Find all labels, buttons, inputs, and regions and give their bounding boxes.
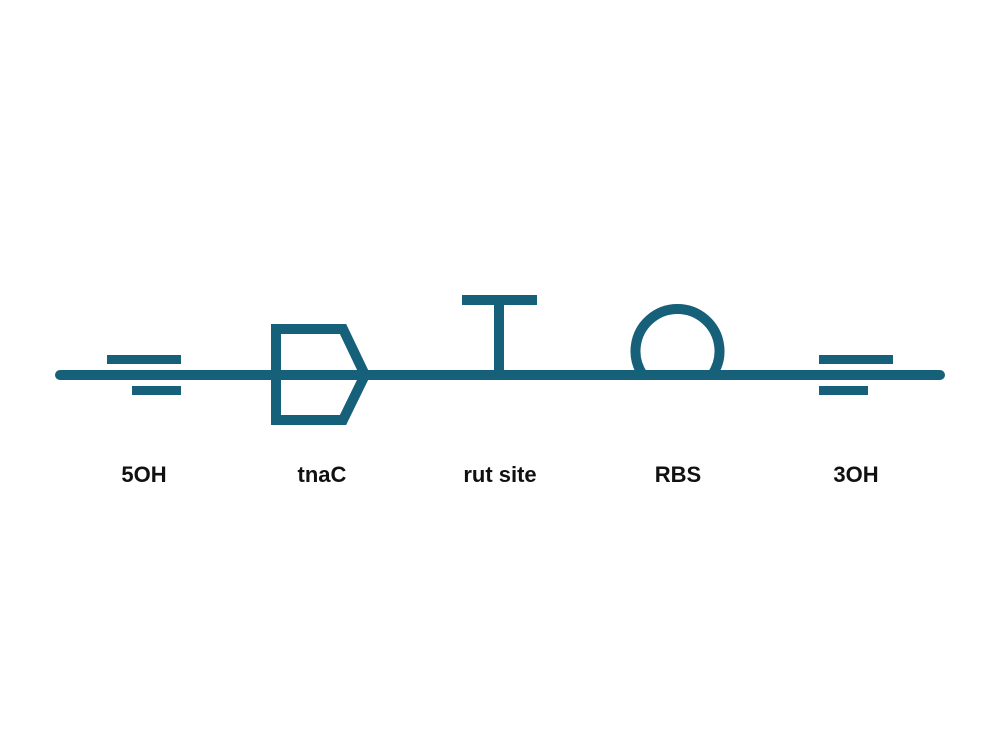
protein-binding-site-icon (462, 295, 537, 375)
overhang-3prime-icon (819, 355, 893, 395)
part-label-5oh: 5OH (121, 462, 166, 487)
part-label-tnac: tnaC (298, 462, 347, 487)
part-label-rbs: RBS (655, 462, 701, 487)
cds-icon (271, 324, 371, 425)
overhang-5prime-icon (107, 355, 181, 395)
part-label-3oh: 3OH (833, 462, 878, 487)
ribosome-binding-site-icon (630, 304, 725, 378)
part-label-rut-site: rut site (463, 462, 536, 487)
